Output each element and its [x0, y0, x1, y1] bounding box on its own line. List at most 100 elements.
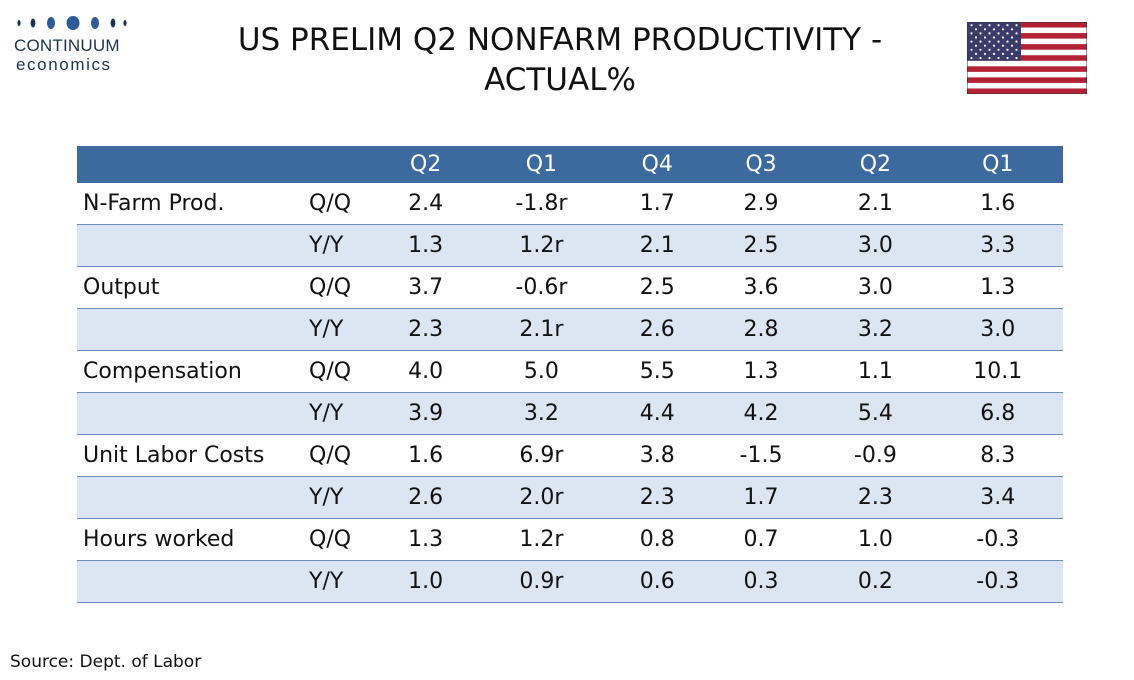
- value-cell: 3.2: [818, 308, 933, 351]
- flag-star: [992, 44, 996, 47]
- logo-dots-icon: [17, 16, 127, 30]
- value-cell: 2.3: [610, 476, 704, 519]
- value-cell: 0.3: [703, 560, 819, 603]
- value-cell: 1.2r: [472, 518, 611, 561]
- flag-star: [979, 24, 982, 27]
- value-cell: 2.6: [379, 476, 473, 519]
- table-row: Y/Y 1.3 1.2r 2.1 2.5 3.0 3.3: [77, 224, 1063, 267]
- flag-star: [1006, 48, 1009, 51]
- value-cell: 3.8: [610, 434, 704, 477]
- value-cell: 6.9r: [472, 434, 611, 477]
- flag-star: [1006, 40, 1009, 43]
- flag-star: [988, 32, 991, 35]
- value-cell: 3.0: [818, 224, 933, 267]
- value-cell: 2.3: [818, 476, 933, 519]
- flag-star: [997, 56, 1000, 60]
- row-label: Output: [77, 266, 309, 309]
- flag-star: [1001, 28, 1005, 31]
- flag-star: [1006, 56, 1009, 60]
- value-cell: 1.0: [379, 560, 473, 603]
- flag-star: [1010, 36, 1014, 39]
- value-cell: 2.1r: [472, 308, 611, 351]
- flag-star: [983, 52, 987, 55]
- value-cell: -1.8r: [472, 183, 611, 225]
- value-cell: 2.1: [818, 183, 933, 225]
- flag-star: [992, 36, 996, 39]
- flag-star: [988, 56, 991, 60]
- measure-label: Y/Y: [309, 224, 379, 267]
- value-cell: 1.0: [818, 518, 933, 561]
- table-row: Hours worked Q/Q 1.3 1.2r 0.8 0.7 1.0 -0.3: [77, 518, 1063, 561]
- row-label: [77, 224, 309, 267]
- measure-label: Y/Y: [309, 392, 379, 435]
- flag-star: [992, 52, 996, 55]
- value-cell: 3.2: [472, 392, 611, 435]
- table-row: Y/Y 1.0 0.9r 0.6 0.3 0.2 -0.3: [77, 560, 1063, 603]
- value-cell: 10.1: [932, 350, 1063, 393]
- flag-star: [1015, 32, 1018, 35]
- value-cell: 0.2: [818, 560, 933, 603]
- table-row: Y/Y 2.6 2.0r 2.3 1.7 2.3 3.4: [77, 476, 1063, 519]
- us-flag-icon: [967, 22, 1087, 94]
- value-cell: -0.6r: [472, 266, 611, 309]
- flag-star: [979, 32, 982, 35]
- measure-label: Q/Q: [309, 183, 379, 225]
- value-cell: 3.3: [932, 224, 1063, 267]
- flag-star: [1015, 48, 1018, 51]
- value-cell: 8.3: [932, 434, 1063, 477]
- value-cell: -1.5: [703, 434, 819, 477]
- value-cell: 0.7: [703, 518, 819, 561]
- table-row: Y/Y 2.3 2.1r 2.6 2.8 3.2 3.0: [77, 308, 1063, 351]
- logo-wordmark: CONTINUUM: [14, 36, 120, 55]
- value-cell: 3.9: [379, 392, 473, 435]
- row-label: [77, 476, 309, 519]
- value-cell: 3.0: [932, 308, 1063, 351]
- value-cell: 0.8: [610, 518, 704, 561]
- value-cell: 2.8: [703, 308, 819, 351]
- flag-star: [970, 48, 973, 51]
- column-header: Q1: [932, 146, 1063, 183]
- flag-star: [1010, 44, 1014, 47]
- flag-star: [1015, 56, 1018, 60]
- table-row: Y/Y 3.9 3.2 4.4 4.2 5.4 6.8: [77, 392, 1063, 435]
- title-line-2: ACTUAL%: [484, 62, 636, 98]
- flag-star: [970, 32, 973, 35]
- title-line-1: US PRELIM Q2 NONFARM PRODUCTIVITY -: [237, 22, 883, 58]
- table-row: Compensation Q/Q 4.0 5.0 5.5 1.3 1.1 10.1: [77, 350, 1063, 393]
- flag-star: [974, 44, 978, 47]
- measure-label: Y/Y: [309, 560, 379, 603]
- value-cell: 3.7: [379, 266, 473, 309]
- flag-star: [992, 28, 996, 31]
- measure-label: Y/Y: [309, 476, 379, 519]
- column-header: Q2: [818, 146, 933, 183]
- value-cell: 2.0r: [472, 476, 611, 519]
- row-label: [77, 308, 309, 351]
- flag-star: [988, 48, 991, 51]
- flag-star: [988, 40, 991, 43]
- value-cell: 1.2r: [472, 224, 611, 267]
- measure-label: Q/Q: [309, 434, 379, 477]
- table-row: Output Q/Q 3.7 -0.6r 2.5 3.6 3.0 1.3: [77, 266, 1063, 309]
- flag-star: [970, 56, 973, 60]
- measure-label: Q/Q: [309, 266, 379, 309]
- value-cell: 1.3: [379, 224, 473, 267]
- measure-label: Y/Y: [309, 308, 379, 351]
- flag-star: [974, 36, 978, 39]
- value-cell: 3.0: [818, 266, 933, 309]
- value-cell: 5.5: [610, 350, 704, 393]
- table-header-row: Q2 Q1 Q4 Q3 Q2 Q1: [77, 146, 1063, 183]
- value-cell: 4.0: [379, 350, 473, 393]
- row-label: N-Farm Prod.: [77, 183, 309, 225]
- flag-star: [974, 28, 978, 31]
- header-blank-cell: [309, 146, 379, 183]
- flag-star: [997, 32, 1000, 35]
- measure-label: Q/Q: [309, 350, 379, 393]
- value-cell: 2.6: [610, 308, 704, 351]
- value-cell: 0.6: [610, 560, 704, 603]
- header-blank-cell: [77, 146, 309, 183]
- page-title: US PRELIM Q2 NONFARM PRODUCTIVITY - ACTU…: [170, 20, 950, 100]
- flag-star: [983, 28, 987, 31]
- flag-star: [979, 40, 982, 43]
- source-note: Source: Dept. of Labor: [10, 652, 202, 672]
- flag-star: [1001, 44, 1005, 47]
